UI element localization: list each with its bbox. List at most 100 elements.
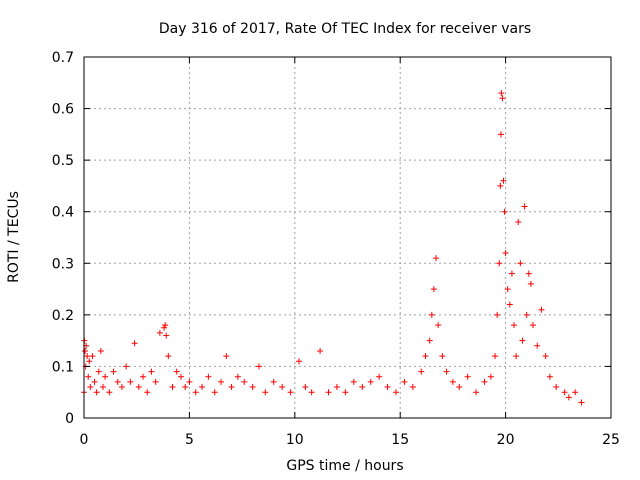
data-point-marker (504, 286, 511, 293)
data-point-marker (228, 384, 235, 391)
data-point-marker (498, 90, 505, 97)
data-point-marker (525, 270, 532, 277)
y-tick-label: 0.1 (52, 359, 74, 375)
data-point-marker (497, 131, 504, 138)
x-axis-label: GPS time / hours (286, 458, 403, 474)
data-point-marker (218, 378, 225, 385)
data-point-marker (86, 358, 93, 365)
data-point-marker (542, 353, 549, 360)
y-tick-labels: 0 0.1 0.2 0.3 0.4 0.5 0.6 0.7 (52, 50, 74, 427)
data-point-marker (546, 373, 553, 380)
y-axis-label: ROTI / TECUs (6, 191, 22, 283)
data-point-marker (456, 384, 463, 391)
y-tick-label: 0.4 (52, 205, 74, 221)
data-point-marker (144, 389, 151, 396)
data-point-marker (496, 260, 503, 267)
chart-title: Day 316 of 2017, Rate Of TEC Index for r… (159, 21, 531, 37)
data-point-marker (534, 342, 541, 349)
y-tick-label: 0.2 (52, 308, 74, 324)
x-tick-label: 0 (80, 432, 89, 448)
data-point-marker (169, 384, 176, 391)
data-point-marker (527, 280, 534, 287)
data-point-marker (118, 384, 125, 391)
data-point-marker (515, 219, 522, 226)
data-point-marker (102, 373, 109, 380)
data-point-marker (497, 182, 504, 189)
data-point-marker (519, 337, 526, 344)
data-point-marker (561, 389, 568, 396)
data-point-marker (182, 384, 189, 391)
data-point-marker (97, 347, 104, 354)
data-point-marker (163, 332, 170, 339)
y-tick-label: 0.6 (52, 102, 74, 118)
y-tick-label: 0.7 (52, 50, 74, 66)
data-point-marker (422, 353, 429, 360)
data-point-marker (161, 324, 168, 331)
data-point-marker (186, 378, 193, 385)
data-point-marker (270, 378, 277, 385)
data-point-marker (565, 394, 572, 401)
y-tick-label: 0.3 (52, 256, 74, 272)
data-point-marker (287, 389, 294, 396)
data-point-marker (148, 368, 155, 375)
data-point-marker (473, 389, 480, 396)
data-point-marker (511, 322, 518, 329)
data-point-marker (418, 368, 425, 375)
data-point-marker (499, 95, 506, 102)
data-point-marker (156, 329, 163, 336)
data-point-marker (384, 384, 391, 391)
data-point-marker (211, 389, 218, 396)
y-tick-label: 0 (65, 411, 74, 427)
data-point-marker (84, 353, 91, 360)
data-point-marker (530, 322, 537, 329)
data-point-marker (223, 353, 230, 360)
data-point-marker (177, 373, 184, 380)
grid-lines (84, 57, 611, 418)
data-point-marker (401, 378, 408, 385)
data-point-marker (572, 389, 579, 396)
plot-frame (83, 56, 612, 419)
data-point-marker (513, 353, 520, 360)
data-point-marker (464, 373, 471, 380)
data-point-marker (93, 389, 100, 396)
data-point-marker (494, 311, 501, 318)
data-point-marker (152, 378, 159, 385)
data-point-marker (99, 384, 106, 391)
data-point-marker (131, 340, 138, 347)
x-tick-label: 15 (391, 432, 409, 448)
data-point-marker (325, 389, 332, 396)
axis-ticks (83, 56, 612, 419)
data-point-marker (241, 378, 248, 385)
data-point-marker (487, 373, 494, 380)
data-point-marker (82, 347, 89, 354)
data-point-marker (433, 255, 440, 262)
data-point-marker (578, 399, 585, 406)
data-point-marker (249, 384, 256, 391)
y-tick-label: 0.5 (52, 153, 74, 169)
data-point-marker (376, 373, 383, 380)
data-point-marker (127, 378, 134, 385)
data-point-marker (428, 311, 435, 318)
data-point-marker (308, 389, 315, 396)
data-point-marker (317, 347, 324, 354)
data-point-marker (500, 177, 507, 184)
data-point-marker (165, 353, 172, 360)
data-point-marker (502, 249, 509, 256)
data-point-marker (521, 203, 528, 210)
data-point-marker (508, 270, 515, 277)
x-tick-label: 25 (602, 432, 620, 448)
data-point-marker (506, 301, 513, 308)
x-tick-label: 20 (497, 432, 515, 448)
data-point-marker (517, 260, 524, 267)
data-point-marker (199, 384, 206, 391)
data-point-marker (443, 368, 450, 375)
data-points (81, 90, 585, 406)
data-point-marker (501, 208, 508, 215)
data-point-marker (262, 389, 269, 396)
data-point-marker (553, 384, 560, 391)
data-point-marker (302, 384, 309, 391)
data-point-marker (89, 353, 96, 360)
data-point-marker (87, 384, 94, 391)
data-point-marker (255, 363, 262, 370)
